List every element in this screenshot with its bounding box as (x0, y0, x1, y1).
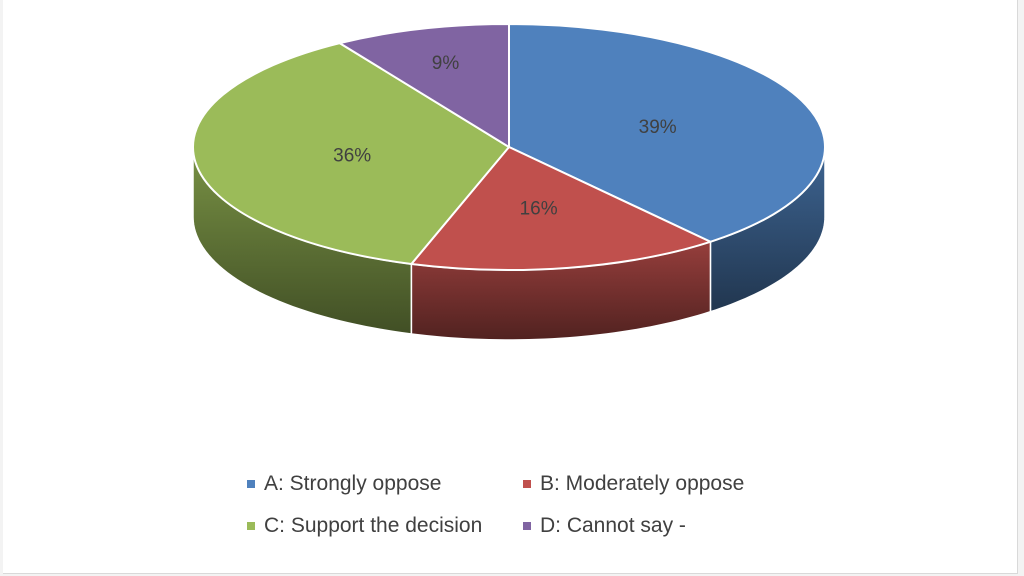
data-label-0: 39% (639, 117, 677, 138)
legend-item-c: C: Support the decision (247, 514, 523, 538)
slice-top-1 (410, 146, 712, 271)
data-label-3: 9% (432, 53, 460, 74)
legend-label-a: A: Strongly oppose (264, 472, 442, 495)
legend-label-c: C: Support the decision (264, 514, 483, 537)
legend-item-d: D: Cannot say - (523, 514, 807, 538)
legend-swatch-c (247, 522, 255, 530)
pie-chart: 39% 16% 36% 9% (192, 23, 826, 341)
slice-top-3 (338, 23, 510, 148)
data-label-2: 36% (333, 146, 371, 167)
slice-top-0 (508, 23, 826, 243)
slide-canvas: 39% 16% 36% 9% A: Strongly oppose B: Modera… (3, 0, 1018, 574)
legend-swatch-d (523, 522, 531, 530)
slice-top-2 (192, 42, 510, 265)
legend-swatch-b (523, 480, 531, 488)
legend-label-b: B: Moderately oppose (540, 472, 745, 495)
legend-item-b: B: Moderately oppose (523, 472, 807, 496)
legend-label-d: D: Cannot say - (540, 514, 686, 537)
legend-item-a: A: Strongly oppose (247, 472, 523, 496)
legend-swatch-a (247, 480, 255, 488)
data-label-1: 16% (520, 198, 558, 219)
chart-legend: A: Strongly oppose B: Moderately oppose … (247, 472, 807, 538)
